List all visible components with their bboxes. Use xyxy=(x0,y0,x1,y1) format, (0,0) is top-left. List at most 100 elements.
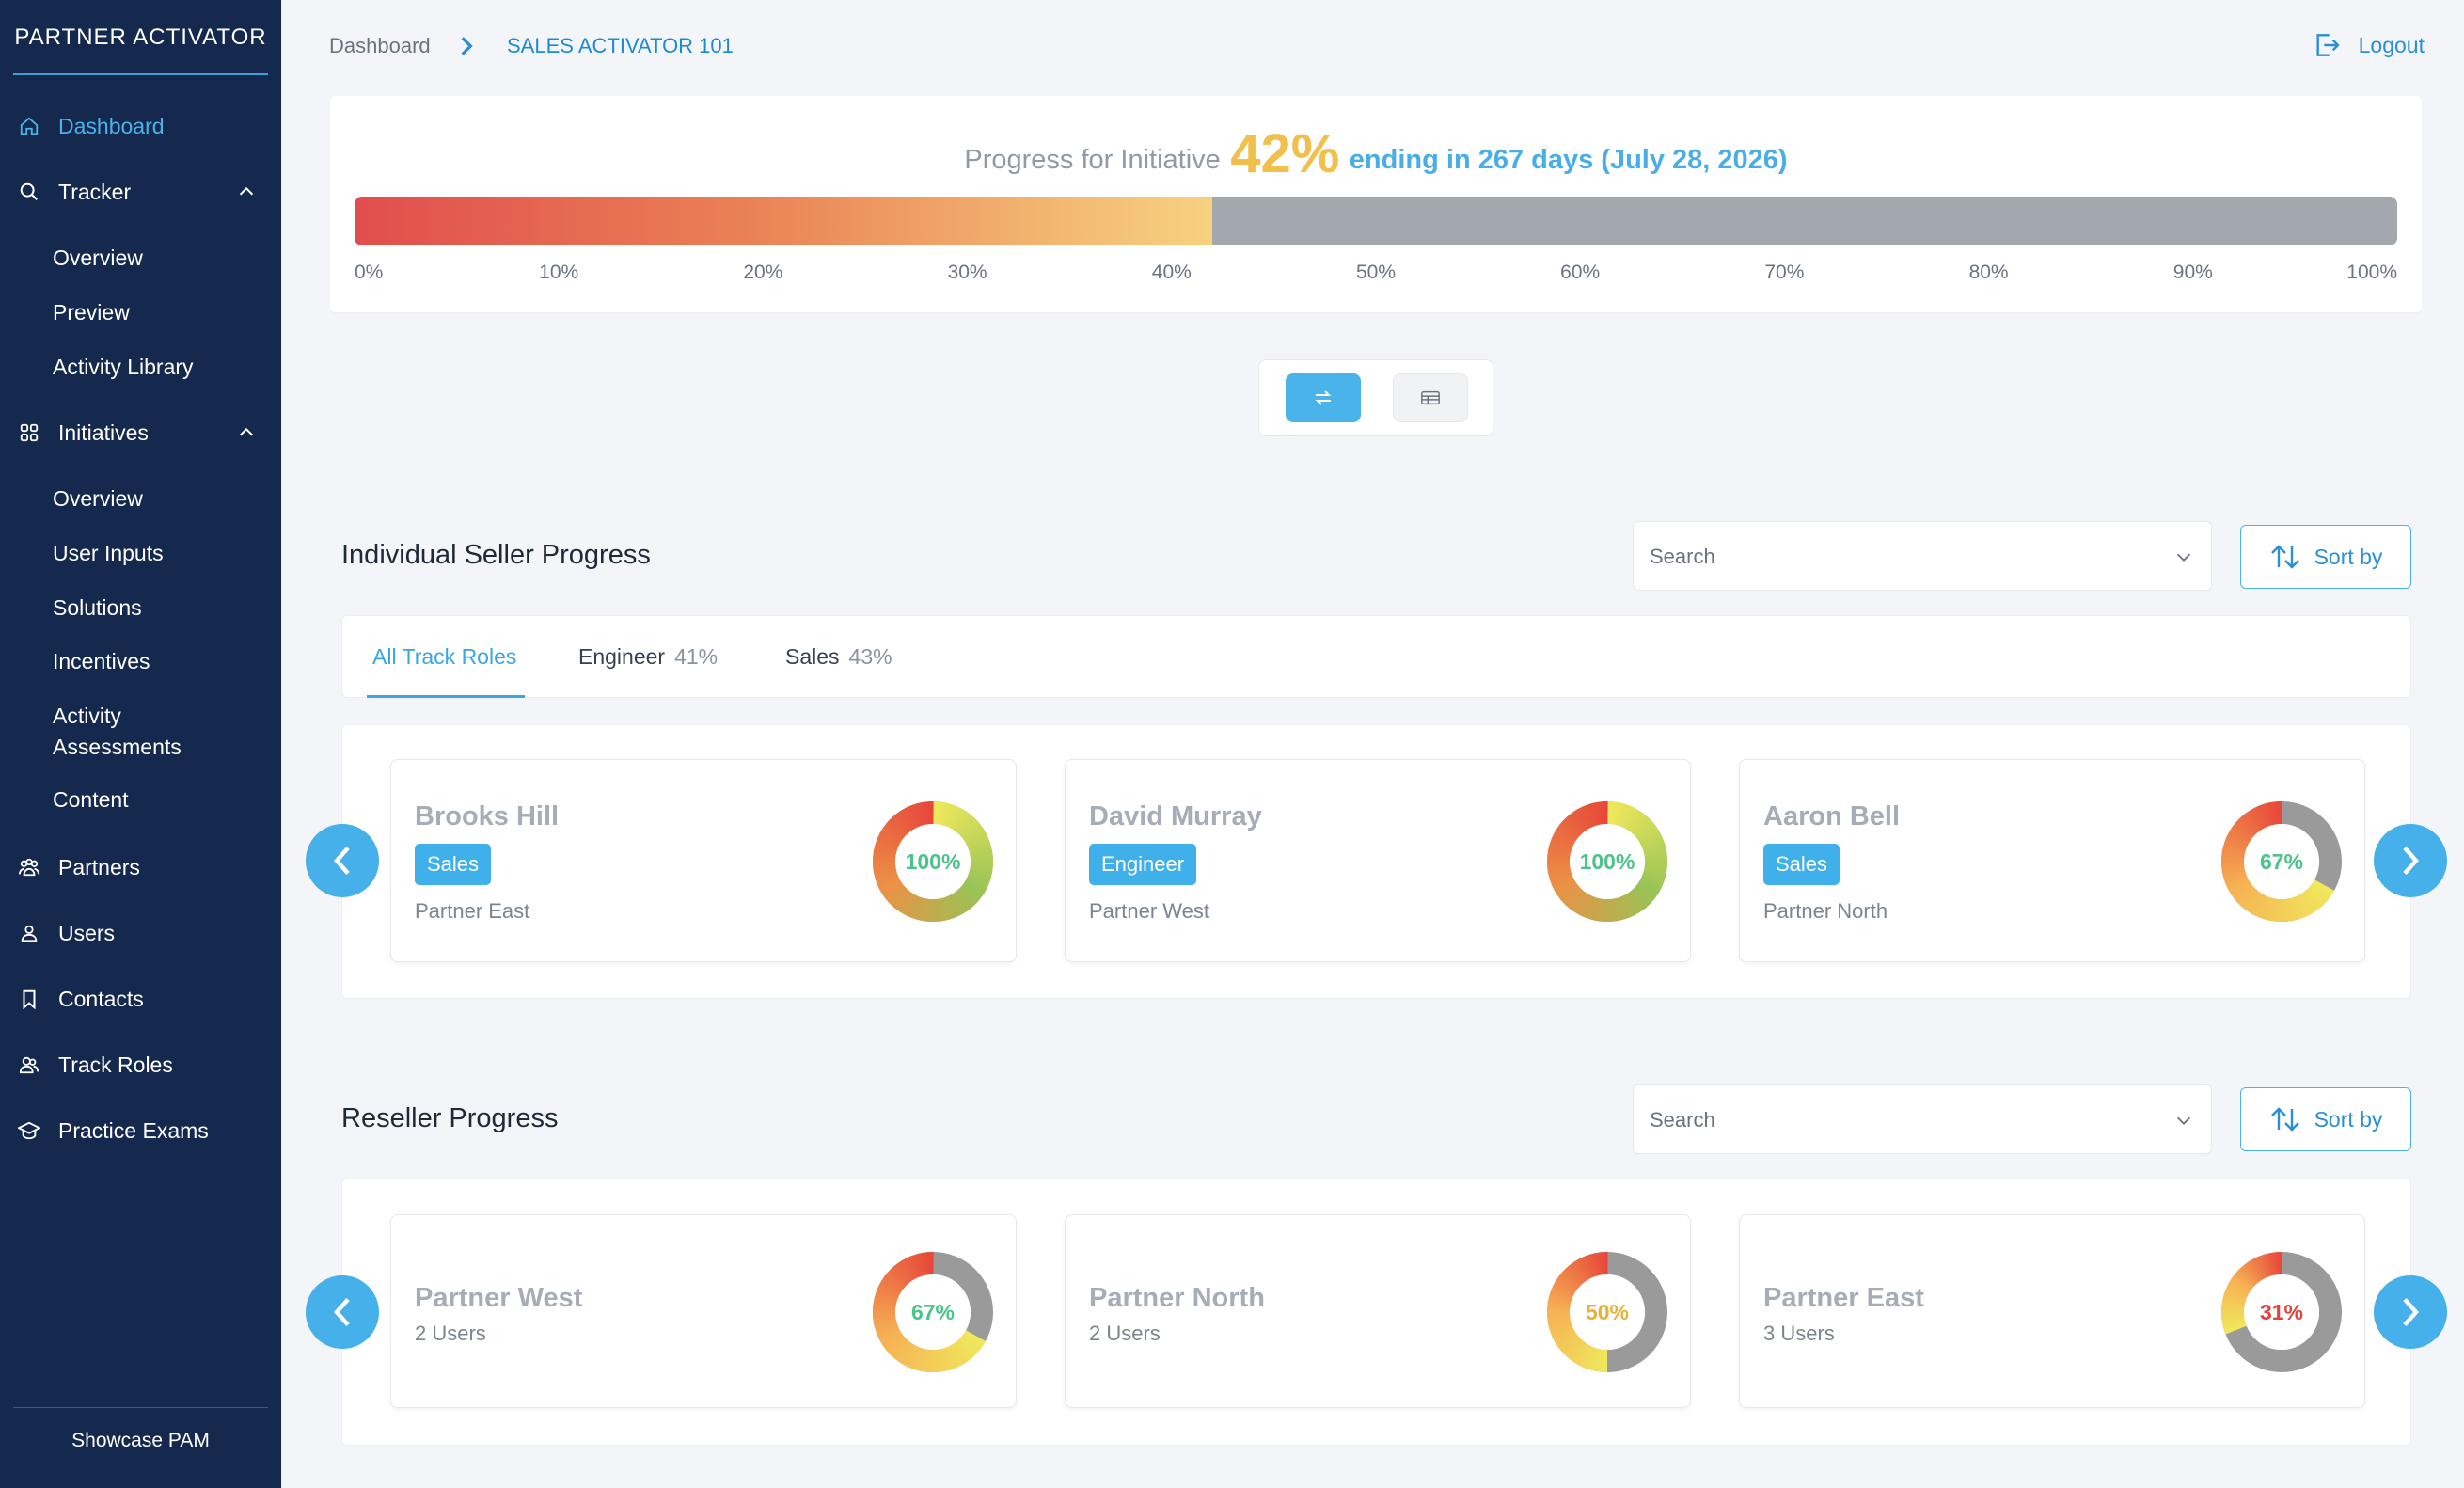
tab-percent: 41% xyxy=(674,644,719,669)
sidebar-subitem-content[interactable]: Content xyxy=(53,787,129,812)
sidebar-subitem-tracker-preview[interactable]: Preview xyxy=(53,300,130,325)
sidebar-item-label: Initiatives xyxy=(58,419,149,445)
progress-donut xyxy=(873,1252,993,1372)
seller-partner: Partner North xyxy=(1763,899,1888,923)
sidebar-item-label: Partners xyxy=(58,854,140,879)
reseller-next-button[interactable] xyxy=(2374,1275,2447,1349)
progress-tick-label: 70% xyxy=(1764,261,1805,283)
progress-tick-label: 80% xyxy=(1968,261,2009,283)
progress-tick-label: 10% xyxy=(539,261,579,283)
reseller-card[interactable]: Partner East 3 Users 31% xyxy=(1739,1214,2365,1408)
sidebar-item-practice-exams[interactable]: Practice Exams xyxy=(0,1108,281,1153)
swap-icon xyxy=(1315,390,1332,405)
sidebar-item-users[interactable]: Users xyxy=(0,910,281,956)
sidebar-item-tracker[interactable]: Tracker xyxy=(0,169,281,214)
sidebar-subitem-activity-library[interactable]: Activity Library xyxy=(53,355,194,379)
sidebar-item-contacts[interactable]: Contacts xyxy=(0,976,281,1021)
sidebar-item-label: Dashboard xyxy=(58,113,165,138)
reseller-prev-button[interactable] xyxy=(306,1275,379,1349)
sidebar-subitem-solutions[interactable]: Solutions xyxy=(53,595,142,620)
carousel-view-button[interactable] xyxy=(1286,373,1361,422)
sidebar-subitem-initiatives-overview[interactable]: Overview xyxy=(53,486,143,511)
role-badge: Sales xyxy=(415,844,492,885)
seller-search-input[interactable]: Search xyxy=(1633,521,2212,591)
progress-tick-label: 40% xyxy=(1151,261,1192,283)
progress-tick-label: 20% xyxy=(743,261,783,283)
initiative-progress-title: Progress for Initiative 42% ending in 26… xyxy=(330,122,2422,185)
sort-label: Sort by xyxy=(2314,1106,2383,1132)
search-placeholder: Search xyxy=(1650,1108,1715,1132)
partners-icon xyxy=(17,855,41,879)
progress-donut-label: 67% xyxy=(910,1299,956,1324)
role-badge: Engineer xyxy=(1089,844,1197,885)
sort-label: Sort by xyxy=(2314,544,2383,569)
seller-card[interactable]: Brooks Hill Sales Partner East 100% xyxy=(390,759,1017,962)
seller-sort-button[interactable]: Sort by xyxy=(2240,525,2411,589)
tab-all-track-roles[interactable]: All Track Roles xyxy=(372,644,516,670)
sidebar-subitem-activity-assessments[interactable]: Activity Assessments xyxy=(53,704,182,759)
sidebar-item-partners[interactable]: Partners xyxy=(0,845,281,890)
progress-donut-label: 100% xyxy=(1579,848,1635,874)
breadcrumb-current: SALES ACTIVATOR 101 xyxy=(507,34,734,57)
table-view-button[interactable] xyxy=(1393,373,1468,422)
tab-label: All Track Roles xyxy=(372,644,517,669)
progress-tick-label: 90% xyxy=(2172,261,2213,283)
logout-label: Logout xyxy=(2358,32,2425,57)
sidebar-item-track-roles[interactable]: Track Roles xyxy=(0,1042,281,1087)
initiative-percent: 42% xyxy=(1230,123,1340,184)
seller-name: Brooks Hill xyxy=(415,801,560,831)
seller-name: David Murray xyxy=(1089,801,1262,831)
tab-engineer[interactable]: Engineer 41% xyxy=(578,644,718,670)
donut-center xyxy=(895,1274,971,1350)
home-icon xyxy=(17,114,41,138)
reseller-search-input[interactable]: Search xyxy=(1633,1084,2212,1154)
view-toggle xyxy=(1258,359,1493,436)
logout-button[interactable]: Logout xyxy=(2312,30,2425,60)
breadcrumb-dashboard[interactable]: Dashboard xyxy=(329,34,431,57)
logo-divider xyxy=(13,73,268,75)
bookmark-icon xyxy=(17,987,41,1011)
sidebar-item-label: Practice Exams xyxy=(58,1117,209,1143)
progress-scale: 0% 10% 20% 30% 40% 50% 60% 70% 80% 90% 100% xyxy=(355,261,2397,290)
seller-partner: Partner East xyxy=(415,899,530,923)
initiative-progress-card: Progress for Initiative 42% ending in 26… xyxy=(330,96,2422,312)
initiative-end-date: ending in 267 days (July 28, 2026) xyxy=(1349,145,1788,175)
reseller-card[interactable]: Partner West 2 Users 67% xyxy=(390,1214,1017,1408)
sidebar-subitem-user-inputs[interactable]: User Inputs xyxy=(53,541,164,565)
progress-donut xyxy=(2221,801,2342,922)
chevron-up-icon[interactable] xyxy=(236,182,257,202)
reseller-user-count: 2 Users xyxy=(415,1322,486,1345)
reseller-user-count: 2 Users xyxy=(1089,1322,1161,1345)
sidebar-item-label: Tracker xyxy=(58,179,132,204)
reseller-card[interactable]: Partner North 2 Users 50% xyxy=(1065,1214,1691,1408)
reseller-sort-button[interactable]: Sort by xyxy=(2240,1087,2411,1151)
seller-section-title: Individual Seller Progress xyxy=(341,540,651,570)
progress-tick-label: 50% xyxy=(1355,261,1397,283)
seller-next-button[interactable] xyxy=(2374,824,2447,897)
tab-label: Sales xyxy=(785,644,840,669)
donut-center xyxy=(2244,824,2319,899)
sidebar-subitem-incentives[interactable]: Incentives xyxy=(53,649,150,673)
sidebar-item-dashboard[interactable]: Dashboard xyxy=(0,103,281,149)
progress-donut xyxy=(873,801,993,923)
search-placeholder: Search xyxy=(1650,545,1715,568)
seller-name: Aaron Bell xyxy=(1763,801,1901,831)
sort-icon xyxy=(2270,545,2299,569)
seller-prev-button[interactable] xyxy=(306,824,379,897)
progress-donut xyxy=(1547,1252,1667,1372)
chevron-up-icon[interactable] xyxy=(236,422,257,443)
sidebar-subitem-tracker-overview[interactable]: Overview xyxy=(53,245,143,270)
grid-icon xyxy=(17,420,41,445)
donut-center xyxy=(1570,824,1645,899)
app-logo[interactable]: PARTNER ACTIVATOR xyxy=(14,24,267,50)
progress-tick-label: 30% xyxy=(947,261,987,283)
reseller-user-count: 3 Users xyxy=(1763,1322,1835,1345)
sidebar-item-initiatives[interactable]: Initiatives xyxy=(0,410,281,455)
seller-card[interactable]: Aaron Bell Sales Partner North 67% xyxy=(1739,759,2365,962)
org-name[interactable]: Showcase PAM xyxy=(71,1430,210,1451)
top-bar: Dashboard SALES ACTIVATOR 101 Logout xyxy=(281,0,2464,96)
role-badge: Sales xyxy=(1763,844,1840,885)
seller-card[interactable]: David Murray Engineer Partner West 100% xyxy=(1065,759,1691,962)
progress-donut xyxy=(2221,1252,2342,1372)
tab-sales[interactable]: Sales 43% xyxy=(785,644,892,670)
